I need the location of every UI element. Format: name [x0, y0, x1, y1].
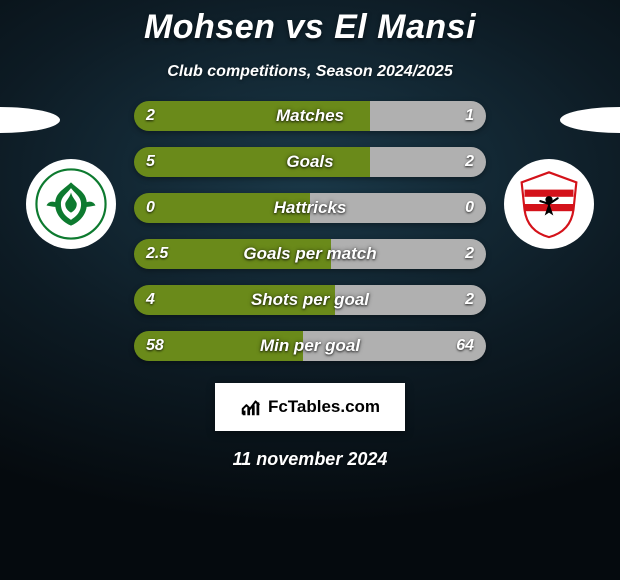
- stat-row: 5864Min per goal: [134, 331, 486, 361]
- comparison-stage: 21Matches52Goals00Hattricks2.52Goals per…: [0, 109, 620, 371]
- stat-label: Goals: [134, 147, 486, 177]
- stat-label: Goals per match: [134, 239, 486, 269]
- team-logo-left: [26, 159, 116, 249]
- stat-row: 42Shots per goal: [134, 285, 486, 315]
- chart-icon: [240, 396, 262, 418]
- stat-label: Hattricks: [134, 193, 486, 223]
- oval-right-decor: [560, 107, 620, 133]
- page-title: Mohsen vs El Mansi: [0, 0, 620, 47]
- stat-label: Shots per goal: [134, 285, 486, 315]
- team-logo-right: [504, 159, 594, 249]
- stat-row: 00Hattricks: [134, 193, 486, 223]
- stat-label: Min per goal: [134, 331, 486, 361]
- stat-row: 52Goals: [134, 147, 486, 177]
- stat-row: 21Matches: [134, 101, 486, 131]
- al-masry-icon: [35, 168, 107, 240]
- zamalek-icon: [513, 168, 585, 240]
- date-text: 11 november 2024: [0, 449, 620, 470]
- oval-left-decor: [0, 107, 60, 133]
- stat-label: Matches: [134, 101, 486, 131]
- stat-rows-container: 21Matches 52Goals 00Hattricks 2.52Goals per…: [134, 101, 486, 377]
- content-wrapper: Mohsen vs El Mansi Club competitions, Se…: [0, 0, 620, 580]
- stat-row: 2.52Goals per match: [134, 239, 486, 269]
- watermark-text: FcTables.com: [268, 397, 380, 417]
- subtitle: Club competitions, Season 2024/2025: [0, 63, 620, 81]
- fctables-watermark[interactable]: FcTables.com: [215, 383, 405, 431]
